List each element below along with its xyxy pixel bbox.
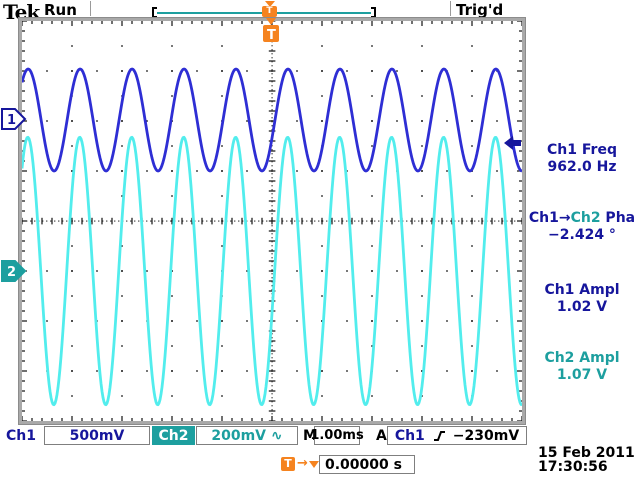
ch2-marker-label: 2	[7, 265, 16, 280]
measurement-value: 962.0 Hz	[547, 159, 617, 175]
trigger-position-flag: T	[263, 18, 279, 43]
measurement-value: 1.07 V	[556, 367, 608, 383]
trigger-position-icon	[265, 1, 275, 7]
measurement-label: Ch2 Ampl	[544, 350, 620, 366]
measurement-value: 1.02 V	[556, 299, 608, 315]
trigger-readout: Ch1 −230mV	[387, 426, 527, 445]
ch1-marker-label: 1	[7, 113, 16, 128]
measurement-label: Ch1→Ch2 Pha	[528, 210, 636, 226]
horizontal-delay-readout: 0.00000 s	[319, 455, 415, 474]
timebase-readout: 1.00ms	[310, 426, 364, 445]
trigger-source: Ch1	[394, 427, 425, 444]
measurement-ch1-ampl: Ch1 Ampl 1.02 V	[524, 282, 640, 316]
delay-triangle-icon	[309, 461, 319, 468]
trigger-a-label: A	[376, 428, 387, 444]
ch1-ground-marker: 1	[1, 108, 27, 130]
ch1-label: Ch1	[6, 428, 36, 444]
measurement-label: Ch1 Ampl	[544, 282, 620, 298]
ch2-badge: Ch2	[152, 426, 195, 445]
topbar-divider	[450, 1, 451, 16]
trigger-level: −230mV	[452, 427, 520, 444]
graticule-grid	[22, 21, 522, 421]
trigger-position-t-badge: T	[262, 6, 277, 17]
timebase-label: M	[303, 428, 317, 444]
waveform-ch2	[22, 135, 522, 407]
time: 17:30:56	[538, 459, 608, 475]
datetime: 15 Feb 2011 17:30:56	[538, 446, 635, 474]
ac-coupling-icon: ∿	[270, 427, 283, 444]
measurement-label: Ch1 Freq	[547, 142, 617, 158]
topbar-divider	[90, 1, 91, 16]
delay-t-icon: T	[281, 457, 295, 471]
measurement-phase: Ch1→Ch2 Pha −2.424 °	[524, 210, 640, 244]
measurement-value: −2.424 °	[548, 227, 616, 243]
trigger-level-arrow-icon	[504, 136, 521, 150]
delay-arrow-icon: →	[297, 456, 308, 471]
ch1-scale-readout: 500mV	[44, 426, 150, 445]
measurement-ch1-freq: Ch1 Freq 962.0 Hz	[524, 142, 640, 176]
measurement-ch2-ampl: Ch2 Ampl 1.07 V	[524, 350, 640, 384]
date: 15 Feb 2011	[538, 445, 635, 461]
ch2-ground-marker: 2	[1, 260, 27, 282]
trigger-status: Trig'd	[456, 1, 504, 19]
ch2-scale-readout: 200mV ∿	[196, 426, 298, 445]
rising-edge-icon	[433, 430, 445, 441]
acquisition-status: Run	[44, 1, 77, 19]
trigger-flag-label: T	[267, 28, 276, 43]
waveform-ch1	[22, 67, 522, 173]
